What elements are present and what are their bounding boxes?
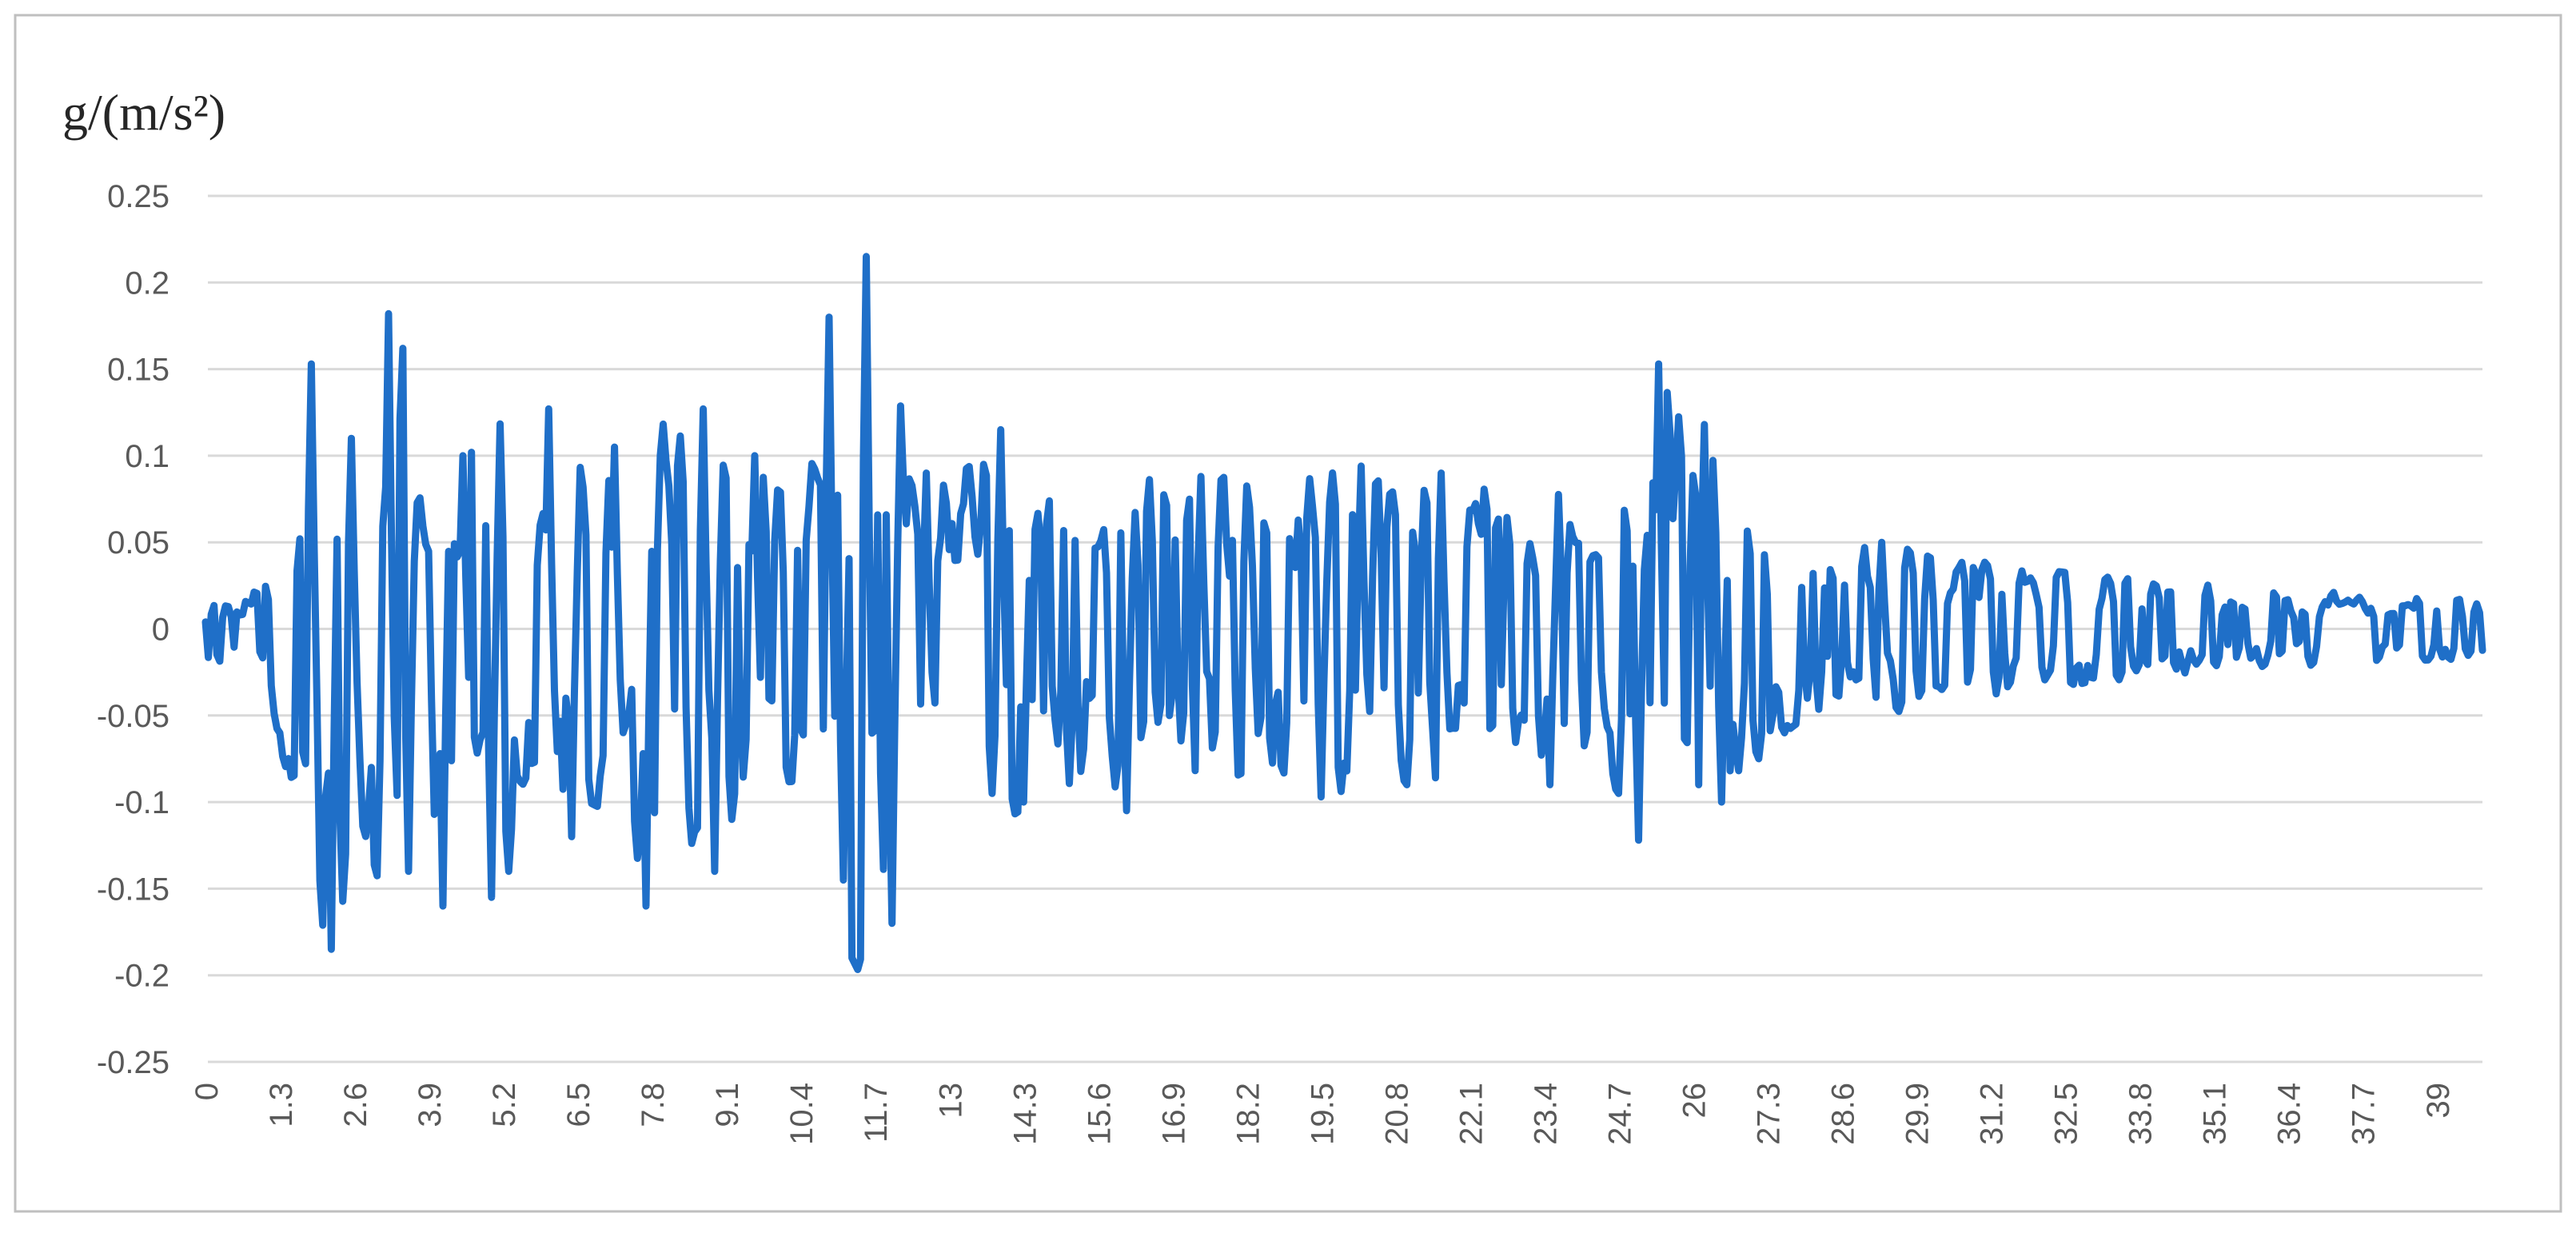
y-tick-label: 0 bbox=[152, 613, 169, 648]
y-tick-label: 0.05 bbox=[107, 525, 169, 561]
x-tick-label: 9.1 bbox=[710, 1083, 745, 1127]
x-tick-label: 26 bbox=[1677, 1083, 1713, 1119]
x-tick-label: 10.4 bbox=[784, 1083, 819, 1145]
y-tick-label: -0.05 bbox=[97, 699, 169, 734]
x-tick-label: 39 bbox=[2421, 1083, 2456, 1119]
y-tick-label: -0.2 bbox=[114, 959, 169, 994]
acceleration-trace bbox=[201, 253, 2486, 973]
x-tick-label: 1.3 bbox=[264, 1083, 299, 1127]
x-tick-label: 18.2 bbox=[1230, 1083, 1266, 1145]
x-tick-label: 6.5 bbox=[561, 1083, 596, 1127]
y-tick-label: 0.25 bbox=[107, 179, 169, 214]
y-tick-label: -0.25 bbox=[97, 1045, 169, 1080]
x-tick-label: 16.9 bbox=[1156, 1083, 1191, 1145]
x-tick-label: 23.4 bbox=[1528, 1083, 1563, 1145]
x-tick-label: 11.7 bbox=[859, 1083, 894, 1143]
x-tick-label: 33.8 bbox=[2123, 1083, 2159, 1145]
x-tick-label: 19.5 bbox=[1305, 1083, 1340, 1145]
x-tick-label: 37.7 bbox=[2347, 1083, 2382, 1145]
x-tick-label: 27.3 bbox=[1752, 1083, 1787, 1145]
x-axis-tick-labels: 0 1.3 2.6 3.9 5.2 6.5 7.8 9.1 10.4 11.7 13 14.3 15.6… bbox=[189, 1083, 2456, 1145]
y-tick-label: -0.1 bbox=[114, 785, 169, 820]
x-tick-label: 0 bbox=[189, 1083, 225, 1100]
x-tick-label: 3.9 bbox=[413, 1083, 448, 1127]
x-tick-label: 28.6 bbox=[1826, 1083, 1861, 1145]
x-tick-label: 31.2 bbox=[1975, 1083, 2010, 1145]
x-tick-label: 20.8 bbox=[1379, 1083, 1414, 1145]
y-axis-unit-label: g/(m/s²) bbox=[62, 84, 225, 141]
y-axis-tick-labels: 0.25 0.2 0.15 0.1 0.05 0 -0.05 -0.1 -0.15 -0.2 -0.… bbox=[97, 179, 169, 1080]
y-tick-label: 0.1 bbox=[125, 439, 169, 474]
x-tick-label: 32.5 bbox=[2049, 1083, 2084, 1145]
x-tick-label: 29.9 bbox=[1900, 1083, 1936, 1145]
x-tick-label: 7.8 bbox=[636, 1083, 671, 1127]
x-tick-label: 35.1 bbox=[2198, 1083, 2233, 1145]
x-tick-label: 14.3 bbox=[1007, 1083, 1043, 1145]
x-tick-label: 24.7 bbox=[1602, 1083, 1637, 1145]
y-tick-label: 0.2 bbox=[125, 265, 169, 301]
y-tick-label: -0.15 bbox=[97, 872, 169, 907]
x-tick-label: 5.2 bbox=[487, 1083, 522, 1127]
x-tick-label: 13 bbox=[933, 1083, 968, 1119]
gridlines bbox=[208, 194, 2482, 1063]
x-tick-label: 22.1 bbox=[1453, 1083, 1489, 1145]
x-tick-label: 15.6 bbox=[1082, 1083, 1117, 1145]
x-tick-label: 2.6 bbox=[338, 1083, 373, 1127]
x-tick-label: 36.4 bbox=[2272, 1083, 2307, 1145]
y-tick-label: 0.15 bbox=[107, 353, 169, 388]
